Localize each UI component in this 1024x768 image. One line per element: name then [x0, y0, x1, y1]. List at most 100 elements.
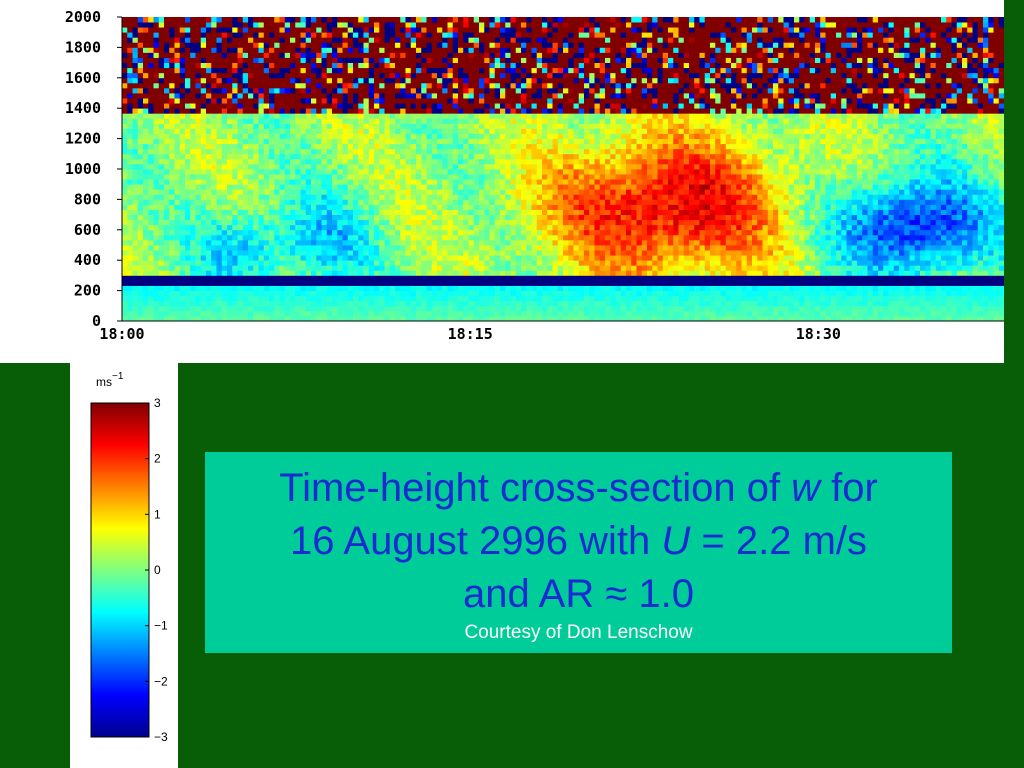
heatmap-cell [374, 250, 380, 256]
heatmap-cell [269, 179, 275, 185]
heatmap-cell [400, 260, 406, 266]
heatmap-cell [479, 229, 485, 236]
heatmap-cell [321, 169, 328, 175]
heatmap-cell [295, 295, 301, 302]
heatmap-cell [185, 315, 191, 322]
heatmap-cell [368, 174, 375, 180]
heatmap-cell [552, 189, 559, 195]
heatmap-cell [494, 315, 501, 322]
heatmap-cell [137, 245, 144, 251]
heatmap-cell [153, 315, 160, 322]
heatmap-cell [143, 98, 149, 104]
heatmap-cell [510, 305, 517, 312]
heatmap-cell [337, 158, 343, 165]
heatmap-cell [200, 280, 207, 286]
heatmap-cell [379, 315, 385, 322]
heatmap-cell [526, 153, 532, 160]
heatmap-cell [379, 37, 385, 43]
heatmap-cell [174, 179, 181, 185]
heatmap-cell [374, 290, 380, 297]
heatmap-cell [384, 62, 391, 69]
heatmap-cell [258, 32, 265, 38]
heatmap-cell [342, 270, 349, 276]
heatmap-cell [127, 214, 133, 221]
heatmap-cell [416, 199, 422, 205]
heatmap-cell [363, 113, 370, 119]
heatmap-cell [353, 87, 359, 94]
heatmap-cell [258, 250, 265, 256]
heatmap-cell [216, 93, 223, 99]
heatmap-cell [158, 153, 165, 160]
heatmap-cell [164, 179, 170, 185]
heatmap-cell [195, 310, 202, 317]
heatmap-cell [164, 234, 170, 241]
heatmap-cell [510, 300, 517, 307]
heatmap-cell [316, 300, 322, 307]
heatmap-cell [248, 143, 254, 150]
heatmap-cell [305, 295, 312, 302]
heatmap-cell [127, 103, 133, 109]
heatmap-cell [221, 52, 228, 58]
heatmap-cell [132, 305, 139, 312]
heatmap-cell [452, 229, 459, 236]
heatmap-cell [290, 148, 296, 155]
heatmap-cell [342, 148, 349, 155]
heatmap-cell [468, 98, 475, 104]
heatmap-cell [342, 72, 349, 79]
heatmap-cell [164, 290, 170, 297]
heatmap-cell [195, 82, 202, 89]
heatmap-cell [458, 315, 464, 322]
heatmap-cell [536, 27, 543, 33]
heatmap-cell [279, 199, 286, 205]
heatmap-cell [374, 148, 380, 155]
heatmap-cell [332, 37, 338, 43]
heatmap-cell [143, 219, 149, 226]
heatmap-cell [337, 184, 343, 190]
heatmap-cell [447, 143, 454, 150]
heatmap-cell [242, 270, 249, 276]
heatmap-cell [547, 57, 553, 63]
heatmap-cell [379, 72, 385, 79]
heatmap-cell [515, 270, 522, 276]
heatmap-cell [132, 245, 139, 251]
heatmap-cell [185, 169, 191, 175]
heatmap-cell [290, 77, 296, 84]
heatmap-cell [510, 229, 517, 236]
heatmap-cell [143, 174, 149, 180]
heatmap-cell [279, 214, 286, 221]
heatmap-cell [442, 133, 448, 139]
heatmap-cell [353, 265, 359, 271]
heatmap-cell [494, 143, 501, 150]
heatmap-cell [158, 47, 165, 53]
heatmap-cell [179, 62, 186, 69]
heatmap-cell [368, 295, 375, 302]
heatmap-cell [347, 57, 354, 63]
heatmap-cell [494, 255, 501, 261]
heatmap-cell [442, 32, 448, 38]
heatmap-cell [242, 108, 249, 114]
heatmap-cell [542, 77, 548, 84]
heatmap-cell [494, 189, 501, 195]
heatmap-cell [211, 199, 217, 205]
heatmap-cell [269, 245, 275, 251]
heatmap-cell [526, 113, 532, 119]
heatmap-cell [405, 234, 412, 241]
heatmap-cell [374, 123, 380, 129]
heatmap-cell [305, 22, 312, 28]
heatmap-cell [143, 260, 149, 266]
heatmap-cell [300, 199, 307, 205]
heatmap-cell [552, 229, 559, 236]
heatmap-cell [269, 52, 275, 58]
heatmap-cell [269, 285, 275, 291]
heatmap-cell [447, 27, 454, 33]
heatmap-cell [148, 138, 154, 145]
heatmap-cell [137, 62, 144, 69]
heatmap-cell [169, 229, 175, 236]
heatmap-cell [200, 163, 207, 170]
heatmap-cell [269, 219, 275, 226]
heatmap-cell [200, 214, 207, 221]
heatmap-cell [258, 98, 265, 104]
heatmap-cell [526, 128, 532, 134]
heatmap-cell [174, 219, 181, 226]
heatmap-cell [237, 270, 244, 276]
